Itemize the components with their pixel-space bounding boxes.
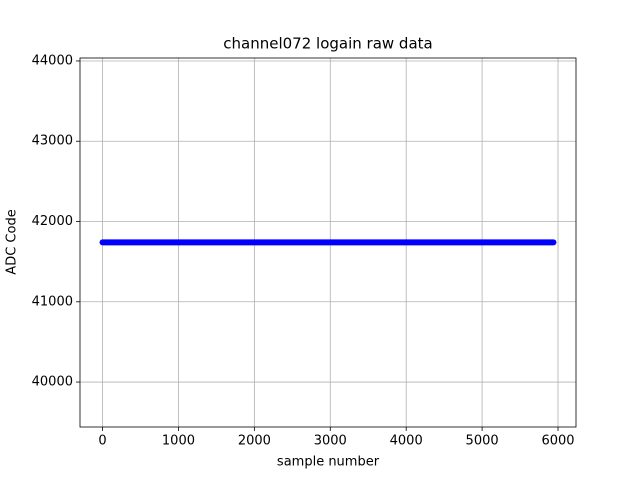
x-tick-label: 5000 — [466, 434, 499, 449]
y-tick-label: 44000 — [32, 53, 73, 68]
x-tick-label: 4000 — [390, 434, 423, 449]
x-tick-label: 2000 — [238, 434, 271, 449]
y-axis-label: ADC Code — [5, 209, 20, 274]
chart-title: channel072 logain raw data — [223, 35, 432, 53]
y-tick-label: 43000 — [32, 134, 73, 149]
x-tick-label: 0 — [98, 434, 106, 449]
x-axis-label: sample number — [277, 455, 380, 470]
y-tick-label: 40000 — [32, 375, 73, 390]
x-tick-label: 6000 — [541, 434, 574, 449]
x-tick-label: 1000 — [162, 434, 195, 449]
y-tick-label: 41000 — [32, 294, 73, 309]
x-tick-label: 3000 — [314, 434, 347, 449]
y-tick-label: 42000 — [32, 214, 73, 229]
plot-frame — [79, 57, 577, 428]
